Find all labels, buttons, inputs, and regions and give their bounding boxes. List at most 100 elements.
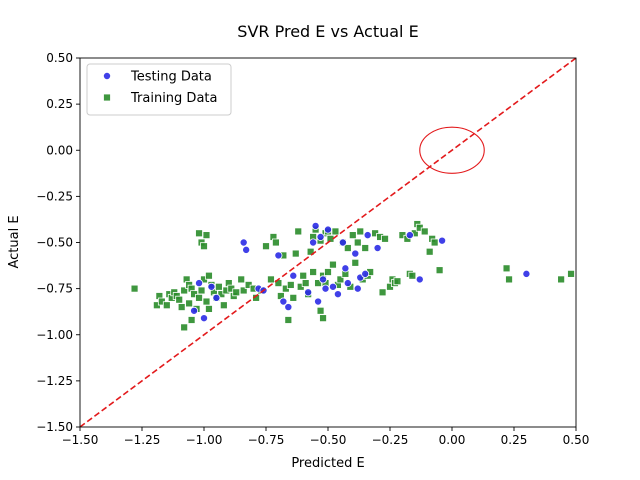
legend-training-marker <box>103 93 111 102</box>
testing-point <box>284 303 293 312</box>
training-point <box>381 234 389 243</box>
y-tick-label: −0.50 <box>36 236 73 250</box>
x-tick-label: −1.00 <box>186 433 223 447</box>
testing-point <box>239 238 248 247</box>
training-point <box>200 242 208 251</box>
testing-point <box>304 288 313 297</box>
training-point <box>306 247 315 256</box>
training-point <box>393 277 402 286</box>
training-point <box>353 238 362 247</box>
legend-training-label: Training Data <box>130 91 217 106</box>
training-point <box>435 266 444 275</box>
training-point <box>309 268 318 276</box>
legend: Testing Data Training Data <box>86 63 232 116</box>
training-point <box>202 297 211 306</box>
training-point <box>425 247 434 256</box>
training-point <box>284 316 293 324</box>
x-tick-label: −0.50 <box>310 433 347 447</box>
x-tick-label: −0.75 <box>248 433 285 447</box>
training-point <box>205 271 213 280</box>
training-point <box>356 227 365 236</box>
testing-point <box>341 264 350 273</box>
training-point <box>202 231 211 240</box>
testing-point <box>333 290 342 299</box>
training-point <box>331 227 340 236</box>
training-point <box>286 281 295 289</box>
y-tick-label: −1.00 <box>36 328 73 342</box>
training-point <box>177 303 186 311</box>
reference-line <box>80 58 576 427</box>
training-point <box>187 316 196 324</box>
x-tick-label: −0.25 <box>372 433 409 447</box>
legend-testing-label: Testing Data <box>130 70 212 85</box>
training-point <box>214 282 223 291</box>
testing-point <box>274 251 283 260</box>
training-point <box>343 244 352 252</box>
training-point <box>299 271 308 280</box>
training-point <box>557 275 566 284</box>
training-point <box>378 288 387 297</box>
training-point <box>502 264 511 273</box>
training-point <box>272 238 280 247</box>
training-point <box>195 229 203 238</box>
training-point <box>219 301 228 310</box>
testing-point <box>363 231 372 240</box>
training-point <box>567 269 575 278</box>
training-point <box>301 279 310 287</box>
x-tick-label: −1.25 <box>124 433 161 447</box>
training-point <box>351 258 360 267</box>
plot-marks <box>80 58 576 427</box>
testing-point <box>190 306 199 315</box>
training-point <box>316 306 325 315</box>
training-point <box>267 275 275 284</box>
training-point <box>420 227 429 236</box>
testing-point <box>242 245 251 254</box>
y-tick-label: 0.25 <box>46 97 73 111</box>
legend-frame <box>86 63 232 116</box>
x-tick-label: 0.00 <box>439 433 466 447</box>
training-point <box>348 231 357 240</box>
testing-point <box>405 231 414 240</box>
y-axis-label: Actual E <box>7 215 22 268</box>
training-point <box>289 293 298 302</box>
series-training-data <box>130 220 575 332</box>
training-point <box>430 238 439 247</box>
y-tick-label: 0.50 <box>46 51 73 65</box>
testing-point <box>309 238 318 247</box>
series-testing-data <box>190 221 531 323</box>
testing-point <box>328 282 337 291</box>
plot-area <box>80 58 576 427</box>
testing-point <box>522 269 531 278</box>
training-point <box>180 323 189 332</box>
highlight-ellipse <box>419 126 485 174</box>
training-point <box>197 286 206 295</box>
testing-point <box>199 314 208 323</box>
training-point <box>130 284 139 293</box>
testing-point <box>314 297 323 306</box>
training-point <box>505 275 513 284</box>
training-point <box>252 293 260 302</box>
testing-point <box>316 232 325 241</box>
x-tick-label: −1.50 <box>62 433 99 447</box>
training-point <box>180 286 189 295</box>
training-point <box>319 314 327 323</box>
training-point <box>361 244 370 252</box>
y-tick-label: −1.25 <box>36 374 73 388</box>
testing-point <box>353 284 362 293</box>
y-tick-label: 0.00 <box>46 143 73 157</box>
training-point <box>232 288 241 297</box>
legend-testing-marker <box>103 72 112 81</box>
training-point <box>291 249 300 258</box>
testing-point <box>212 293 221 302</box>
testing-point <box>373 244 382 253</box>
training-point <box>175 295 184 304</box>
testing-point <box>343 279 352 288</box>
testing-point <box>338 238 347 247</box>
testing-point <box>321 284 330 293</box>
x-axis-label: Predicted E <box>291 456 364 471</box>
testing-point <box>319 275 328 284</box>
training-point <box>294 227 303 236</box>
testing-point <box>311 221 320 230</box>
testing-point <box>438 236 447 245</box>
